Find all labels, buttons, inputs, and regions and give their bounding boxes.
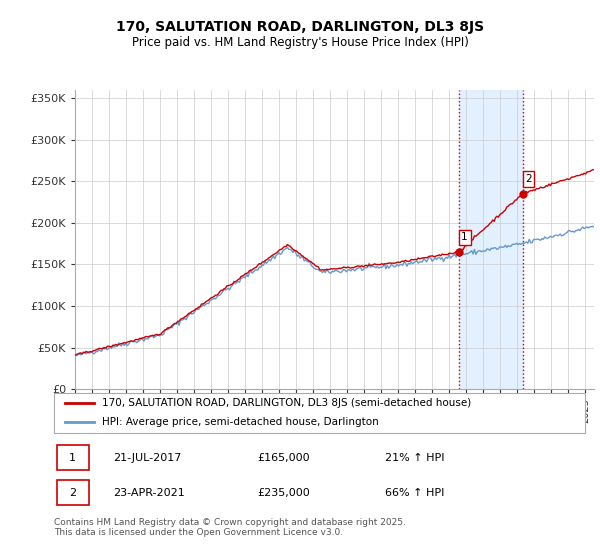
FancyBboxPatch shape	[54, 393, 586, 433]
Text: HPI: Average price, semi-detached house, Darlington: HPI: Average price, semi-detached house,…	[102, 417, 379, 427]
Bar	[459, 90, 523, 389]
Text: 2: 2	[69, 488, 76, 498]
FancyBboxPatch shape	[56, 480, 89, 505]
Text: 2: 2	[525, 174, 532, 184]
Text: Price paid vs. HM Land Registry's House Price Index (HPI): Price paid vs. HM Land Registry's House …	[131, 36, 469, 49]
Text: Contains HM Land Registry data © Crown copyright and database right 2025.
This d: Contains HM Land Registry data © Crown c…	[54, 518, 406, 538]
Text: 1: 1	[69, 453, 76, 463]
Text: 21-JUL-2017: 21-JUL-2017	[113, 453, 181, 463]
Text: 170, SALUTATION ROAD, DARLINGTON, DL3 8JS: 170, SALUTATION ROAD, DARLINGTON, DL3 8J…	[116, 20, 484, 34]
Text: 21% ↑ HPI: 21% ↑ HPI	[385, 453, 445, 463]
Text: £165,000: £165,000	[257, 453, 310, 463]
FancyBboxPatch shape	[56, 445, 89, 470]
Text: 23-APR-2021: 23-APR-2021	[113, 488, 184, 498]
Text: 1: 1	[461, 232, 468, 242]
Text: 170, SALUTATION ROAD, DARLINGTON, DL3 8JS (semi-detached house): 170, SALUTATION ROAD, DARLINGTON, DL3 8J…	[102, 398, 472, 408]
Text: £235,000: £235,000	[257, 488, 310, 498]
Text: 66% ↑ HPI: 66% ↑ HPI	[385, 488, 445, 498]
